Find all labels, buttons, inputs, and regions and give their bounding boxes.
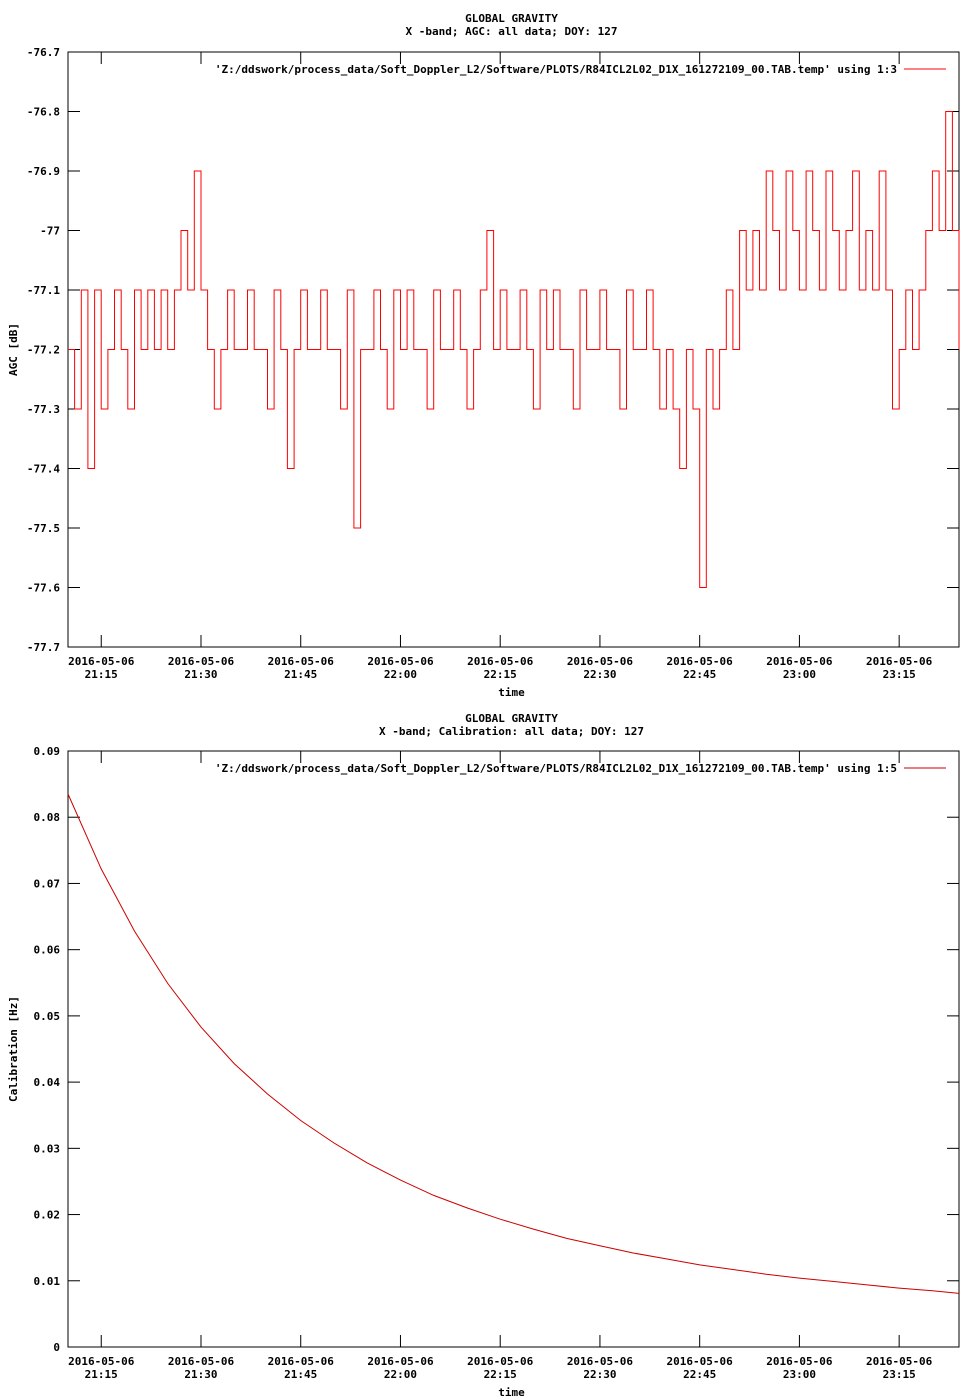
y-tick-label: -77.1 [27, 284, 60, 297]
x-tick-date: 2016-05-06 [268, 655, 335, 668]
y-tick-label: -77.4 [27, 463, 60, 476]
x-tick-date: 2016-05-06 [766, 1355, 833, 1368]
x-tick-time: 22:30 [583, 668, 616, 681]
chart-subtitle: X -band; Calibration: all data; DOY: 127 [379, 725, 644, 738]
x-tick-date: 2016-05-06 [567, 655, 634, 668]
x-tick-date: 2016-05-06 [367, 1355, 434, 1368]
plot-frame [67, 750, 960, 1348]
y-tick-label: 0.01 [34, 1275, 61, 1288]
x-tick-date: 2016-05-06 [866, 1355, 933, 1368]
x-tick-date: 2016-05-06 [667, 1355, 734, 1368]
y-tick-label: -77.6 [27, 582, 60, 595]
x-tick-time: 23:15 [883, 1368, 916, 1381]
legend-label: 'Z:/ddswork/process_data/Soft_Doppler_L2… [215, 762, 897, 775]
y-tick-label: -76.9 [27, 165, 60, 178]
legend-label: 'Z:/ddswork/process_data/Soft_Doppler_L2… [215, 63, 897, 76]
x-tick-time: 22:00 [384, 668, 417, 681]
y-tick-label: -77.2 [27, 344, 60, 357]
x-tick-date: 2016-05-06 [168, 1355, 235, 1368]
x-tick-time: 22:45 [683, 668, 716, 681]
x-tick-date: 2016-05-06 [168, 655, 235, 668]
y-axis-label: Calibration [Hz] [7, 996, 20, 1102]
x-tick-time: 21:45 [284, 1368, 317, 1381]
x-axis-label: time [498, 686, 525, 699]
y-tick-label: 0.06 [34, 944, 61, 957]
series-line [67, 793, 960, 1294]
y-axis-label: AGC [dB] [7, 323, 20, 376]
x-tick-date: 2016-05-06 [68, 1355, 135, 1368]
y-tick-label: 0.03 [34, 1142, 61, 1155]
x-tick-date: 2016-05-06 [766, 655, 833, 668]
x-tick-date: 2016-05-06 [866, 655, 933, 668]
x-tick-time: 21:15 [85, 1368, 118, 1381]
y-tick-label: 0.09 [34, 745, 61, 758]
x-tick-date: 2016-05-06 [667, 655, 734, 668]
x-tick-time: 22:45 [683, 1368, 716, 1381]
y-tick-label: -77 [40, 225, 60, 238]
y-tick-label: -77.5 [27, 522, 60, 535]
x-tick-time: 23:15 [883, 668, 916, 681]
x-tick-time: 21:30 [184, 668, 217, 681]
x-tick-time: 21:30 [184, 1368, 217, 1381]
x-tick-date: 2016-05-06 [268, 1355, 335, 1368]
y-tick-label: 0.02 [34, 1209, 61, 1222]
y-tick-label: -77.7 [27, 641, 60, 654]
series-line [68, 111, 960, 588]
x-tick-time: 22:30 [583, 1368, 616, 1381]
x-tick-time: 22:15 [484, 1368, 517, 1381]
y-tick-label: -76.7 [27, 46, 60, 59]
x-tick-time: 21:15 [85, 668, 118, 681]
x-axis-label: time [498, 1386, 525, 1399]
y-tick-label: 0.05 [34, 1010, 61, 1023]
x-tick-date: 2016-05-06 [467, 1355, 534, 1368]
x-tick-date: 2016-05-06 [367, 655, 434, 668]
y-tick-label: 0 [53, 1341, 60, 1354]
x-tick-date: 2016-05-06 [68, 655, 135, 668]
chart-subtitle: X -band; AGC: all data; DOY: 127 [406, 25, 618, 38]
x-tick-time: 23:00 [783, 668, 816, 681]
chart-title: GLOBAL GRAVITY [465, 712, 558, 725]
chart-title: GLOBAL GRAVITY [465, 12, 558, 25]
y-tick-label: 0.04 [34, 1076, 61, 1089]
y-tick-label: 0.08 [34, 811, 61, 824]
x-tick-date: 2016-05-06 [467, 655, 534, 668]
y-tick-label: 0.07 [34, 877, 61, 890]
x-tick-time: 23:00 [783, 1368, 816, 1381]
x-tick-time: 22:15 [484, 668, 517, 681]
y-tick-label: -76.8 [27, 106, 60, 119]
x-tick-time: 22:00 [384, 1368, 417, 1381]
x-tick-date: 2016-05-06 [567, 1355, 634, 1368]
x-tick-time: 21:45 [284, 668, 317, 681]
y-tick-label: -77.3 [27, 403, 60, 416]
